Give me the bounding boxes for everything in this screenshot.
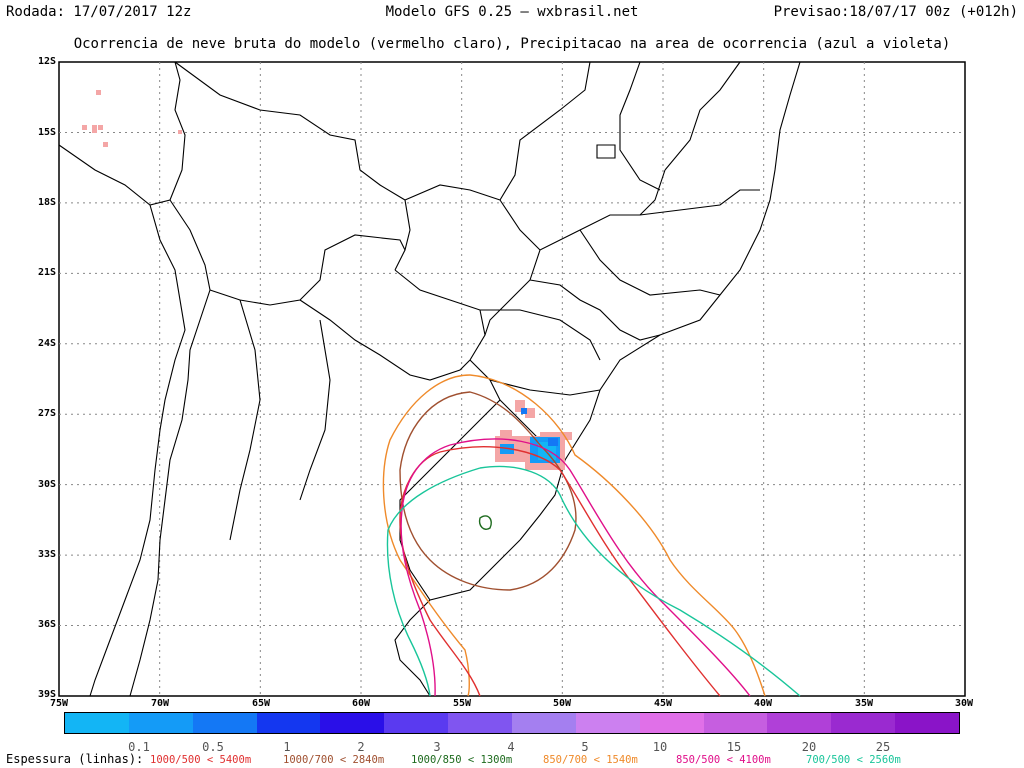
contour-850-700-right bbox=[469, 374, 766, 697]
colorbar-segment bbox=[65, 713, 129, 733]
lat-label: 30S bbox=[37, 479, 56, 490]
forecast-label: Previsao:18/07/17 00z (+012h) bbox=[773, 4, 1018, 20]
colorbar-segment bbox=[512, 713, 576, 733]
lat-lon-grid bbox=[59, 62, 965, 696]
contour-1000-500-right bbox=[439, 446, 721, 697]
chile-coast bbox=[89, 204, 186, 697]
lon-label: 50W bbox=[552, 698, 572, 709]
colorbar-tick: 1 bbox=[283, 740, 291, 754]
colorbar-tick: 3 bbox=[433, 740, 441, 754]
legend-item: 850/700 < 1540m bbox=[543, 754, 638, 766]
lon-label: 45W bbox=[653, 698, 673, 709]
state-border-pr bbox=[480, 309, 601, 361]
legend-item: 1000/500 < 5400m bbox=[150, 754, 252, 766]
lon-label: 40W bbox=[753, 698, 773, 709]
lon-label: 65W bbox=[251, 698, 271, 709]
political-borders bbox=[58, 61, 801, 697]
lat-label: 24S bbox=[37, 338, 56, 349]
lon-label: 75W bbox=[49, 698, 69, 709]
lat-label: 36S bbox=[37, 619, 56, 630]
lon-label: 35W bbox=[854, 698, 874, 709]
lat-label: 39S bbox=[37, 689, 56, 700]
colorbar-tick: 0.5 bbox=[202, 740, 224, 754]
colorbar-segment bbox=[128, 713, 193, 733]
colorbar-segment bbox=[384, 713, 449, 733]
colorbar-tick: 5 bbox=[581, 740, 589, 754]
colorbar-tick: 0.1 bbox=[128, 740, 150, 754]
colorbar-segment bbox=[767, 713, 832, 733]
colorbar-tick: 20 bbox=[801, 740, 817, 754]
contour-850-500-right bbox=[449, 438, 751, 697]
thickness-contours bbox=[382, 374, 801, 697]
argentina-province-b bbox=[229, 299, 261, 541]
border-paraguay-brazil bbox=[394, 269, 486, 361]
state-border-mt bbox=[404, 61, 591, 201]
state-border-ba bbox=[639, 189, 760, 216]
state-border-ms bbox=[484, 249, 541, 336]
legend-item: 1000/850 < 1300m bbox=[411, 754, 513, 766]
lat-label: 12S bbox=[37, 56, 56, 67]
contour-1000-850 bbox=[478, 515, 492, 530]
contour-1000-700 bbox=[399, 391, 577, 591]
colorbar-tick: 4 bbox=[507, 740, 515, 754]
colorbar-tick: 10 bbox=[652, 740, 668, 754]
border-bolivia-paraguay bbox=[209, 234, 406, 306]
colorbar-segment bbox=[320, 713, 385, 733]
state-border-east bbox=[619, 61, 661, 191]
state-border-sp bbox=[529, 279, 661, 341]
map-subtitle: Ocorrencia de neve bruta do modelo (verm… bbox=[73, 36, 951, 52]
lon-label: 60W bbox=[351, 698, 371, 709]
state-border-sc bbox=[489, 379, 601, 396]
argentina-province-a bbox=[299, 319, 331, 501]
border-bolivia-brazil bbox=[174, 61, 411, 271]
lon-label: 30W bbox=[954, 698, 974, 709]
legend-item: 850/500 < 4100m bbox=[676, 754, 771, 766]
contour-850-500-left bbox=[400, 444, 451, 697]
lat-label: 27S bbox=[37, 408, 56, 419]
colorbar-segment bbox=[831, 713, 896, 733]
run-label: Rodada: 17/07/2017 12z bbox=[6, 4, 192, 20]
colorbar-segment bbox=[639, 713, 704, 733]
colorbar-tick: 25 bbox=[875, 740, 891, 754]
state-border-mg bbox=[579, 229, 721, 296]
colorbar-tick: 2 bbox=[357, 740, 365, 754]
colorbar-segment bbox=[703, 713, 768, 733]
lon-label: 70W bbox=[150, 698, 170, 709]
colorbar-tick: 15 bbox=[726, 740, 742, 754]
contour-700-500-right bbox=[479, 465, 801, 697]
thickness-legend: Espessura (linhas): bbox=[6, 752, 143, 766]
lat-label: 21S bbox=[37, 267, 56, 278]
lat-label: 33S bbox=[37, 549, 56, 560]
legend-item: 700/500 < 2560m bbox=[806, 754, 901, 766]
colorbar-segment bbox=[256, 713, 321, 733]
federal-district bbox=[596, 144, 616, 159]
brazil-coast bbox=[564, 61, 801, 461]
map-frame bbox=[58, 61, 966, 697]
uruguay-coast bbox=[519, 459, 566, 541]
lat-label: 18S bbox=[37, 197, 56, 208]
contour-700-500-left bbox=[386, 467, 481, 697]
border-paraguay-argentina bbox=[299, 299, 471, 381]
precipitation-colorbar bbox=[64, 712, 960, 734]
colorbar-segment bbox=[448, 713, 513, 733]
argentina-coast bbox=[394, 599, 431, 697]
colorbar-segment bbox=[895, 713, 960, 733]
border-chile-argentina bbox=[129, 199, 211, 697]
contour-850-700-left bbox=[382, 374, 471, 697]
colorbar-segment bbox=[575, 713, 640, 733]
lat-label: 15S bbox=[37, 127, 56, 138]
model-label: Modelo GFS 0.25 — wxbrasil.net bbox=[385, 4, 639, 20]
lon-label: 55W bbox=[452, 698, 472, 709]
colorbar-segment bbox=[192, 713, 257, 733]
legend-item: 1000/700 < 2840m bbox=[283, 754, 385, 766]
state-border-to bbox=[664, 61, 741, 171]
border-peru-bolivia bbox=[58, 61, 186, 206]
legend-title: Espessura (linhas): bbox=[6, 752, 144, 766]
